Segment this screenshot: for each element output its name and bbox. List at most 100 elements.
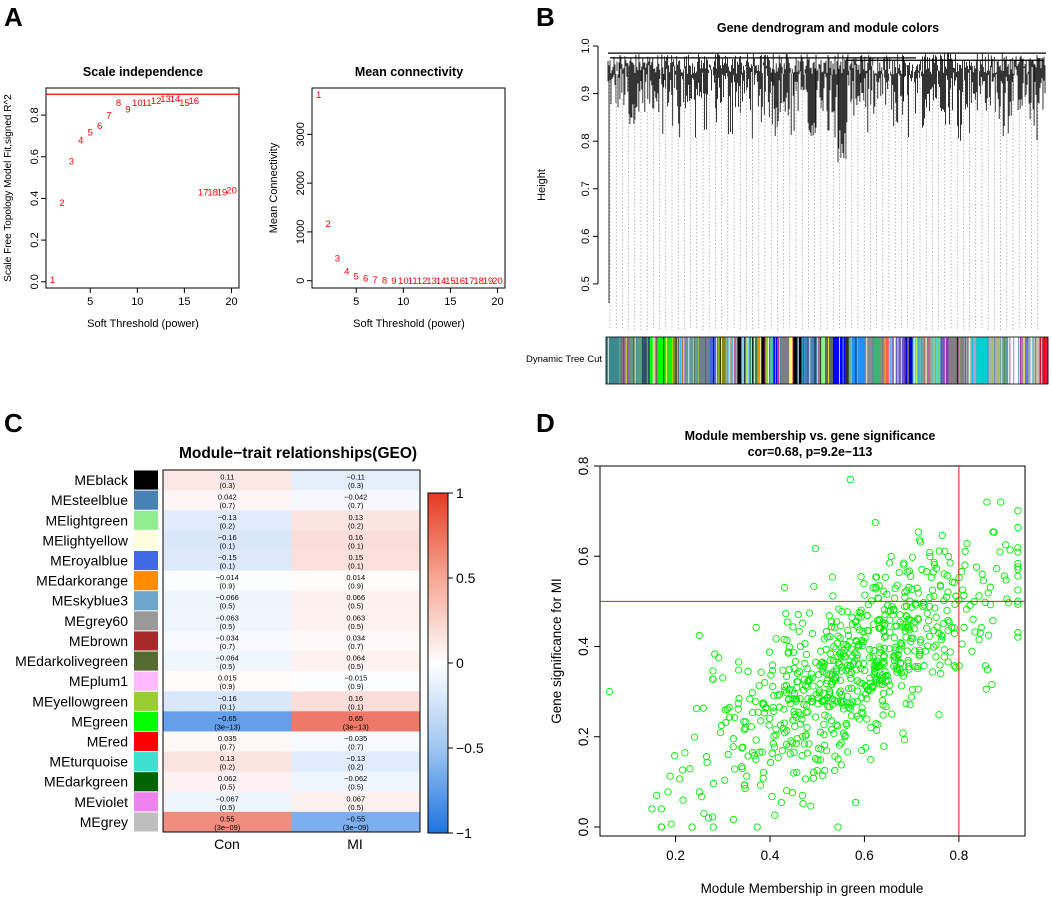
heatmap-cell — [291, 630, 421, 652]
module-color-stripe — [855, 337, 857, 384]
module-color-segment — [1008, 337, 1021, 384]
gene-point — [777, 798, 785, 807]
heatmap-cell-pvalue: (0.7) — [348, 642, 364, 651]
gene-point — [808, 629, 817, 638]
gene-point — [783, 618, 791, 626]
module-color-segment — [629, 337, 643, 384]
heatmap-cell — [163, 651, 292, 672]
gene-point — [805, 609, 814, 617]
gene-point — [837, 653, 845, 661]
gene-point — [832, 667, 841, 675]
gene-point — [944, 658, 952, 666]
gene-point — [863, 611, 872, 620]
module-color-stripe — [920, 337, 922, 384]
gene-point — [739, 743, 747, 751]
gene-point — [940, 645, 948, 654]
heatmap-cell-pvalue: (3e−09) — [343, 823, 370, 832]
heatmap-cell-pvalue: (0.2) — [220, 521, 236, 530]
heatmap-cell — [163, 771, 292, 793]
scatter-ytick-label: 0.8 — [576, 457, 591, 476]
gene-point — [930, 561, 939, 569]
connectivity-power-label: 3 — [335, 254, 340, 265]
heatmap-cell-value: 0.062 — [218, 774, 237, 783]
module-color-stripe — [751, 337, 753, 384]
module-color-stripe — [997, 337, 999, 384]
gene-point — [783, 636, 791, 644]
scale-power-label: 18 — [207, 188, 218, 199]
heatmap-cell — [291, 771, 421, 793]
gene-point — [803, 664, 811, 673]
heatmap-cell-value: 0.13 — [348, 513, 363, 522]
heatmap-cell-value: −0.066 — [216, 593, 239, 602]
gene-point — [853, 622, 861, 631]
colorbar-tick-label: 0.5 — [456, 570, 476, 586]
module-swatch — [134, 812, 158, 832]
gene-point — [757, 668, 765, 676]
gene-point — [671, 752, 679, 760]
gene-point — [747, 723, 756, 731]
module-color-stripe — [1041, 337, 1043, 384]
module-color-stripe — [1028, 337, 1030, 384]
module-color-stripe — [802, 337, 803, 384]
gene-point — [834, 823, 842, 831]
gene-point — [844, 665, 853, 673]
module-color-stripe — [720, 337, 722, 384]
gene-point — [978, 570, 986, 578]
gene-point — [946, 648, 954, 656]
heatmap-cell-value: −0.064 — [216, 654, 239, 663]
connectivity-power-label: 20 — [492, 276, 503, 287]
connectivity-ytick-label: 3000 — [295, 122, 307, 146]
gene-point — [950, 579, 958, 587]
scale-independence-ylabel: Scale Free Topology Model Fit,signed R^2 — [3, 94, 14, 282]
heatmap-cell — [163, 550, 292, 571]
module-color-stripe — [750, 337, 752, 384]
gene-point — [770, 692, 778, 700]
scatter-threshold-lines — [600, 466, 1025, 836]
module-color-stripe — [727, 337, 729, 384]
module-color-stripe — [969, 337, 971, 384]
module-color-stripe — [667, 337, 669, 384]
gene-point — [801, 639, 809, 648]
module-color-stripe — [729, 337, 731, 384]
gene-point — [782, 610, 790, 618]
gene-point — [801, 775, 810, 783]
gene-point — [837, 687, 845, 695]
module-color-stripe — [907, 337, 909, 384]
heatmap-cell-pvalue: (0.2) — [348, 521, 364, 530]
gene-point — [721, 776, 729, 784]
gene-point — [738, 762, 746, 771]
gene-point — [832, 618, 841, 626]
heatmap-cell-value: −0.042 — [344, 493, 367, 502]
gene-point — [743, 772, 751, 780]
gene-point — [1014, 629, 1022, 637]
gene-point — [966, 601, 974, 609]
gene-point — [709, 779, 718, 788]
heatmap-cell — [291, 550, 421, 571]
gene-point — [772, 725, 780, 734]
module-color-stripe — [682, 337, 684, 384]
gene-point — [907, 693, 916, 701]
module-color-stripe — [850, 337, 852, 384]
heatmap-cell-value: 0.014 — [346, 573, 365, 582]
gene-point — [798, 715, 806, 723]
gene-point — [780, 705, 788, 713]
module-color-stripe — [613, 337, 615, 384]
scatter-title: Module membership vs. gene significance — [685, 429, 936, 443]
gene-point — [837, 622, 845, 630]
heatmap-cell — [163, 510, 292, 531]
gene-point — [793, 669, 802, 678]
gene-point — [791, 722, 799, 731]
module-color-stripe — [780, 337, 782, 384]
module-color-stripe — [745, 337, 747, 384]
heatmap-cell — [163, 691, 292, 712]
gene-point — [975, 592, 983, 600]
gene-point — [729, 743, 737, 751]
scale-xtick-label: 15 — [178, 296, 190, 308]
gene-point — [681, 749, 689, 757]
gene-point — [836, 650, 844, 658]
heatmap-cell — [291, 490, 421, 511]
colorbar-tick-label: 0 — [456, 655, 464, 671]
gene-point — [878, 697, 886, 705]
module-color-stripe — [884, 337, 886, 384]
module-color-stripe — [956, 337, 958, 384]
